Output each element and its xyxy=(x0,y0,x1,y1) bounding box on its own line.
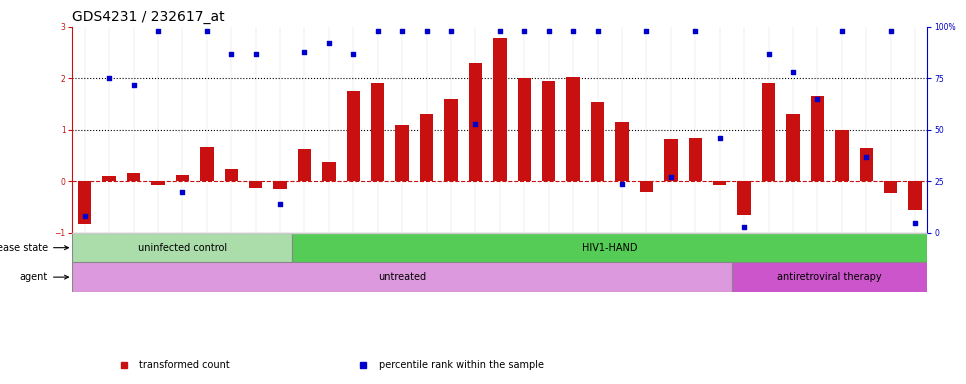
Bar xyxy=(518,78,531,182)
Point xyxy=(101,75,117,81)
Point xyxy=(565,28,581,34)
Point xyxy=(77,214,93,220)
Text: untreated: untreated xyxy=(378,272,426,282)
Bar xyxy=(347,91,360,182)
Point xyxy=(663,174,678,180)
Point xyxy=(126,81,141,88)
Point xyxy=(443,28,459,34)
Bar xyxy=(689,137,702,182)
Bar xyxy=(665,139,677,182)
Bar xyxy=(176,175,189,182)
Point xyxy=(468,121,483,127)
Point xyxy=(907,220,923,226)
Point xyxy=(321,40,337,46)
Bar xyxy=(102,176,116,182)
Point xyxy=(859,154,874,160)
Point xyxy=(223,51,239,57)
Point xyxy=(590,28,606,34)
Bar xyxy=(78,182,92,224)
Bar xyxy=(152,182,164,185)
Text: uninfected control: uninfected control xyxy=(138,243,227,253)
Point xyxy=(419,28,435,34)
Point xyxy=(175,189,190,195)
Point xyxy=(150,28,166,34)
Bar xyxy=(810,96,824,182)
Bar xyxy=(224,169,238,182)
Bar xyxy=(72,233,293,262)
Text: percentile rank within the sample: percentile rank within the sample xyxy=(379,360,544,370)
Point xyxy=(346,51,361,57)
Bar xyxy=(371,83,384,182)
Text: disease state: disease state xyxy=(0,243,69,253)
Point xyxy=(517,28,532,34)
Point xyxy=(541,28,556,34)
Bar xyxy=(639,182,653,192)
Bar xyxy=(469,63,482,182)
Point xyxy=(883,28,898,34)
Bar xyxy=(566,77,580,182)
Bar xyxy=(494,38,506,182)
Bar xyxy=(786,114,800,182)
Bar xyxy=(249,182,263,188)
Point xyxy=(370,28,385,34)
Bar xyxy=(420,114,434,182)
Bar xyxy=(293,233,927,262)
Text: antiretroviral therapy: antiretroviral therapy xyxy=(778,272,882,282)
Point xyxy=(785,69,801,75)
Bar xyxy=(732,262,927,292)
Text: HIV1-HAND: HIV1-HAND xyxy=(582,243,638,253)
Bar xyxy=(323,162,335,182)
Text: agent: agent xyxy=(19,272,69,282)
Bar xyxy=(273,182,287,189)
Bar xyxy=(762,83,776,182)
Bar xyxy=(860,148,873,182)
Bar xyxy=(836,130,848,182)
Point xyxy=(614,180,630,187)
Point xyxy=(297,48,312,55)
Point xyxy=(736,224,752,230)
Bar xyxy=(713,182,726,185)
Text: transformed count: transformed count xyxy=(139,360,230,370)
Bar xyxy=(542,81,555,182)
Point xyxy=(394,28,410,34)
Point xyxy=(810,96,825,102)
Point xyxy=(492,28,508,34)
Bar xyxy=(737,182,751,215)
Point xyxy=(761,51,777,57)
Point xyxy=(688,28,703,34)
Bar xyxy=(591,102,605,182)
Text: GDS4231 / 232617_at: GDS4231 / 232617_at xyxy=(72,10,225,25)
Point xyxy=(639,28,654,34)
Point xyxy=(712,135,727,141)
Bar xyxy=(615,122,629,182)
Bar xyxy=(72,262,732,292)
Bar xyxy=(127,173,140,182)
Bar xyxy=(444,99,458,182)
Point xyxy=(248,51,264,57)
Point xyxy=(199,28,214,34)
Bar xyxy=(395,125,409,182)
Bar xyxy=(884,182,897,193)
Bar xyxy=(908,182,922,210)
Bar xyxy=(200,147,213,182)
Bar xyxy=(298,149,311,182)
Point xyxy=(272,201,288,207)
Point xyxy=(834,28,850,34)
